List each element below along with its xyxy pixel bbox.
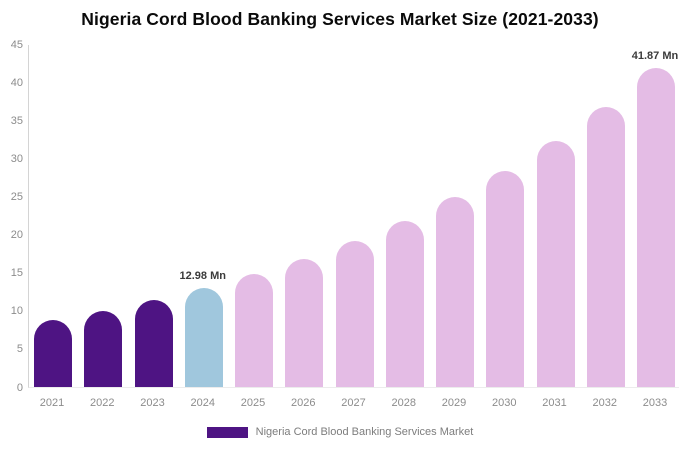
y-tick-label-20: 20	[10, 229, 23, 242]
y-tick-label-10: 10	[10, 305, 23, 318]
x-tick-label-2024: 2024	[190, 397, 215, 409]
y-tick-label-15: 15	[10, 267, 23, 280]
x-tick-label-2030: 2030	[492, 397, 517, 409]
chart-title: Nigeria Cord Blood Banking Services Mark…	[81, 9, 599, 29]
plot-area	[28, 45, 679, 388]
bar-2028	[385, 221, 424, 387]
x-tick-label-2023: 2023	[140, 397, 165, 409]
bar-2029	[436, 197, 474, 387]
bar-2022	[84, 311, 123, 387]
bar-2032	[586, 107, 625, 387]
y-tick-label-30: 30	[10, 152, 23, 165]
bar-2026	[285, 259, 324, 387]
x-tick-label-2027: 2027	[341, 397, 366, 409]
bar-2027	[335, 241, 374, 387]
bar-2024	[184, 288, 223, 387]
x-tick-label-2032: 2032	[592, 397, 617, 409]
bar-2033	[637, 68, 675, 387]
x-tick-label-2026: 2026	[291, 397, 316, 409]
x-tick-label-2029: 2029	[441, 397, 467, 409]
x-tick-label-2025: 2025	[240, 397, 266, 409]
y-tick-label-25: 25	[10, 190, 23, 203]
legend-swatch	[206, 426, 248, 438]
y-tick-label-5: 5	[16, 343, 23, 356]
x-tick-label-2022: 2022	[90, 397, 115, 409]
x-tick-label-2031: 2031	[542, 397, 567, 409]
y-tick-label-0: 0	[16, 381, 23, 394]
y-tick-label-40: 40	[10, 76, 23, 89]
x-tick-label-2028: 2028	[391, 397, 416, 409]
legend: Nigeria Cord Blood Banking Services Mark…	[0, 426, 680, 438]
bar-2030	[486, 171, 525, 387]
bar-2021	[34, 320, 72, 387]
bar-value-label-2033: 41.87 Mn	[631, 50, 679, 62]
bar-value-label-2024: 12.98 Mn	[179, 270, 226, 282]
legend-label: Nigeria Cord Blood Banking Services Mark…	[255, 426, 474, 438]
y-tick-label-45: 45	[10, 38, 23, 51]
x-tick-label-2033: 2033	[642, 397, 668, 409]
bar-2031	[536, 141, 575, 387]
x-tick-label-2021: 2021	[39, 397, 65, 409]
y-tick-label-35: 35	[10, 114, 23, 127]
bar-2025	[235, 274, 273, 387]
bar-2023	[134, 300, 173, 387]
